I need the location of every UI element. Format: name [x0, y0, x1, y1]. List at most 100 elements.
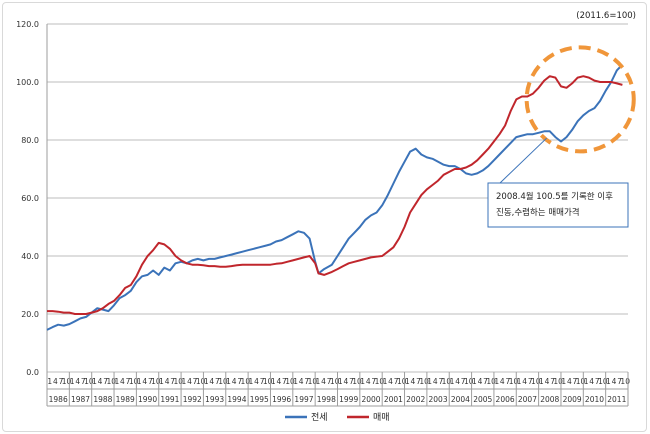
x-year-label: 2006: [496, 395, 515, 404]
x-month-label: 7: [215, 377, 220, 386]
x-month-label: 1: [517, 377, 522, 386]
x-month-label: 1: [561, 377, 566, 386]
y-tick-label: 60.0: [21, 194, 39, 203]
callout-box: [487, 182, 629, 228]
x-month-label: 1: [159, 377, 164, 386]
x-month-label: 10: [285, 377, 295, 386]
x-month-label: 7: [260, 377, 265, 386]
callout-text: 2008.4월 100.5를 기록한 이후: [496, 191, 613, 202]
x-month-label: 7: [237, 377, 242, 386]
x-month-label: 10: [196, 377, 206, 386]
x-month-label: 7: [617, 377, 622, 386]
x-year-label: 2004: [451, 395, 470, 404]
y-tick-label: 100.0: [16, 78, 39, 87]
x-year-label: 2007: [518, 395, 537, 404]
x-month-label: 7: [327, 377, 332, 386]
x-month-label: 4: [98, 377, 103, 386]
x-month-label: 1: [137, 377, 142, 386]
x-month-label: 1: [494, 377, 499, 386]
x-month-label: 4: [321, 377, 326, 386]
x-month-label: 10: [553, 377, 563, 386]
x-month-label: 7: [103, 377, 108, 386]
x-month-label: 7: [505, 377, 510, 386]
x-month-label: 4: [455, 377, 460, 386]
series-layer: [46, 63, 624, 331]
x-year-label: 2003: [429, 395, 448, 404]
x-year-label: 1987: [71, 395, 90, 404]
x-month-label: 7: [193, 377, 198, 386]
grid-layer: [47, 23, 628, 373]
x-month-label: 4: [120, 377, 125, 386]
x-year-label: 1993: [205, 395, 224, 404]
x-month-label: 7: [573, 377, 578, 386]
x-month-label: 1: [249, 377, 254, 386]
x-month-label: 10: [352, 377, 362, 386]
x-month-label: 1: [226, 377, 231, 386]
x-month-label: 4: [612, 377, 617, 386]
x-month-label: 10: [263, 377, 273, 386]
x-month-label: 1: [316, 377, 321, 386]
x-month-label: 4: [567, 377, 572, 386]
x-month-label: 10: [509, 377, 519, 386]
x-month-label: 1: [204, 377, 209, 386]
x-month-label: 1: [181, 377, 186, 386]
x-month-label: 10: [419, 377, 429, 386]
x-month-label: 7: [528, 377, 533, 386]
x-year-label: 1995: [250, 395, 269, 404]
x-month-label: 7: [349, 377, 354, 386]
x-year-label: 1989: [116, 395, 135, 404]
x-month-label: 1: [472, 377, 477, 386]
x-month-label: 10: [442, 377, 452, 386]
x-month-label: 10: [308, 377, 318, 386]
x-month-label: 4: [388, 377, 393, 386]
x-month-label: 4: [142, 377, 147, 386]
x-month-label: 7: [416, 377, 421, 386]
x-month-label: 4: [478, 377, 483, 386]
x-month-label: 1: [47, 377, 52, 386]
x-month-label: 1: [271, 377, 276, 386]
highlight-ellipse: [524, 45, 636, 154]
x-month-label: 1: [383, 377, 388, 386]
y-tick-label: 40.0: [21, 252, 39, 261]
legend-label-maemae: 매매: [373, 412, 390, 423]
x-year-label: 1997: [294, 395, 313, 404]
x-month-label: 4: [589, 377, 594, 386]
x-year-label: 1991: [160, 395, 179, 404]
x-month-label: 1: [539, 377, 544, 386]
x-month-label: 10: [375, 377, 385, 386]
x-month-label: 10: [84, 377, 94, 386]
x-year-label: 1986: [49, 395, 68, 404]
x-month-label: 7: [483, 377, 488, 386]
x-month-label: 4: [276, 377, 281, 386]
x-year-label: 2001: [384, 395, 403, 404]
x-month-label: 10: [151, 377, 161, 386]
x-year-label: 2008: [540, 395, 559, 404]
x-month-label: 7: [461, 377, 466, 386]
x-month-label: 7: [438, 377, 443, 386]
x-month-label: 7: [170, 377, 175, 386]
x-month-label: 7: [371, 377, 376, 386]
x-month-label: 10: [486, 377, 496, 386]
y-tick-label: 0.0: [26, 368, 39, 377]
x-month-label: 4: [165, 377, 170, 386]
series-line-maemae: [47, 75, 623, 315]
x-month-label: 7: [148, 377, 153, 386]
x-month-label: 1: [114, 377, 119, 386]
x-month-label: 4: [53, 377, 58, 386]
x-month-label: 7: [304, 377, 309, 386]
x-month-label: 4: [343, 377, 348, 386]
x-year-label: 1990: [138, 395, 157, 404]
x-month-label: 10: [129, 377, 139, 386]
x-month-label: 1: [293, 377, 298, 386]
x-year-label: 2005: [473, 395, 492, 404]
x-month-label: 7: [550, 377, 555, 386]
x-month-label: 10: [218, 377, 228, 386]
y-tick-label: 120.0: [16, 20, 39, 29]
x-year-label: 2011: [607, 395, 626, 404]
x-year-label: 2010: [585, 395, 604, 404]
y-tick-label: 20.0: [21, 310, 39, 319]
series-line-jeonse: [46, 63, 624, 331]
x-month-label: 4: [254, 377, 259, 386]
